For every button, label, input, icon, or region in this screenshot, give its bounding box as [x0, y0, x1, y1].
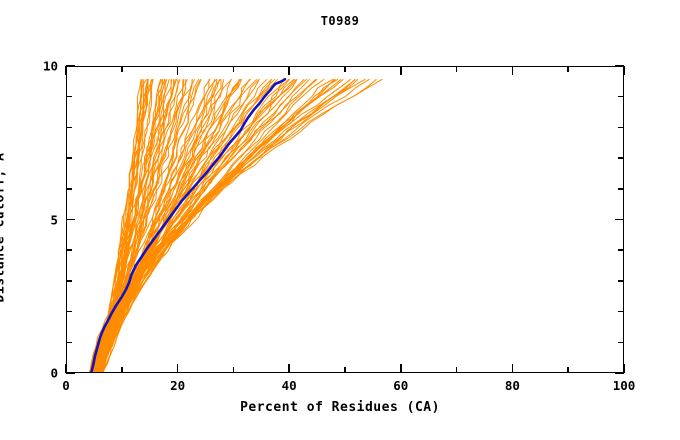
y-right-tick-9 [618, 95, 624, 98]
y-tick-1 [66, 341, 72, 344]
prediction-curve [95, 78, 377, 372]
y-right-tick-8 [618, 126, 624, 129]
y-right-tick-4 [618, 249, 624, 251]
y-tick-10 [66, 65, 75, 67]
plot-area [66, 66, 624, 373]
x-tick-50 [344, 367, 346, 373]
y-tick-8 [66, 126, 72, 129]
prediction-curves-group [88, 78, 383, 372]
x-axis-title: Percent of Residues (CA) [240, 400, 440, 415]
y-tick-2 [66, 310, 72, 313]
x-tick-label-100: 100 [612, 378, 636, 393]
x-tick-label-40: 40 [281, 378, 297, 393]
prediction-curve [92, 78, 291, 372]
x-top-tick-90 [567, 66, 569, 72]
x-top-tick-60 [400, 66, 402, 75]
x-tick-90 [567, 367, 569, 373]
y-tick-label-10: 10 [42, 58, 58, 74]
prediction-curve [93, 78, 356, 372]
x-top-tick-70 [455, 66, 458, 72]
x-top-tick-50 [344, 66, 346, 72]
y-tick-9 [66, 95, 72, 98]
chart-title: T0989 [320, 14, 360, 28]
y-right-tick-1 [618, 341, 624, 344]
y-right-tick-7 [618, 157, 624, 159]
prediction-curve [102, 79, 193, 372]
prediction-curve [90, 78, 383, 372]
x-top-tick-0 [65, 66, 67, 75]
x-tick-label-60: 60 [393, 378, 409, 393]
y-right-tick-3 [618, 280, 624, 282]
x-top-tick-40 [288, 66, 290, 75]
x-tick-80 [511, 364, 514, 373]
x-tick-10 [121, 367, 123, 373]
x-top-tick-20 [176, 66, 179, 75]
y-tick-3 [66, 280, 72, 282]
y-right-tick-10 [615, 65, 624, 67]
prediction-curve [99, 79, 176, 372]
y-tick-5 [66, 218, 75, 221]
x-tick-label-0: 0 [62, 378, 70, 393]
x-top-tick-10 [121, 66, 123, 72]
x-tick-20 [176, 364, 179, 373]
y-tick-label-5: 5 [50, 212, 58, 227]
x-top-tick-30 [232, 66, 235, 72]
highlight-curve [90, 77, 287, 372]
x-top-tick-80 [511, 66, 514, 75]
y-tick-6 [66, 188, 72, 190]
y-right-tick-2 [618, 310, 624, 313]
y-right-tick-0 [615, 372, 624, 374]
y-tick-7 [66, 157, 72, 159]
x-tick-70 [455, 367, 458, 373]
x-tick-60 [400, 364, 402, 373]
x-tick-30 [232, 367, 235, 373]
y-right-tick-5 [615, 218, 624, 221]
curves-svg [88, 77, 383, 372]
y-tick-label-0: 0 [50, 365, 58, 381]
x-top-tick-100 [623, 66, 625, 75]
y-right-tick-6 [618, 188, 624, 190]
x-tick-label-20: 20 [170, 378, 186, 393]
y-axis-title: Distance Cutoff, A [0, 153, 8, 303]
x-tick-40 [288, 364, 290, 373]
prediction-curve [97, 78, 359, 372]
x-tick-100 [623, 364, 625, 373]
y-tick-4 [66, 249, 72, 251]
y-tick-0 [66, 372, 75, 374]
x-tick-0 [65, 364, 67, 373]
x-tick-label-80: 80 [504, 378, 520, 393]
